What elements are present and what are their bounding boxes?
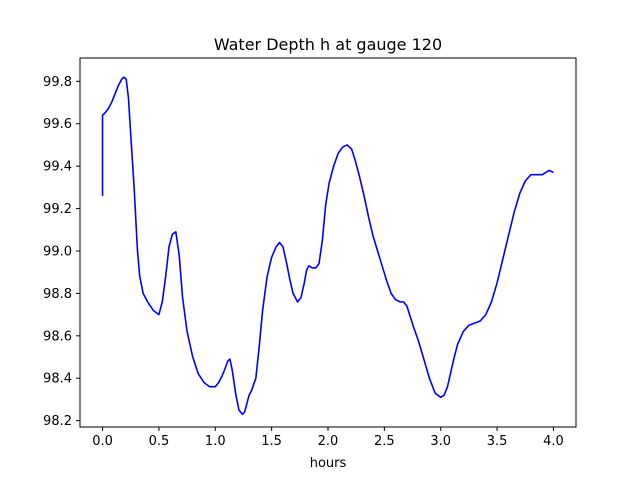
y-tick-label: 98.8: [43, 287, 72, 302]
x-tick-label: 1.5: [261, 434, 282, 449]
x-tick-label: 2.0: [318, 434, 339, 449]
x-tick-label: 1.0: [205, 434, 226, 449]
y-axis: 98.2 98.4 98.6 98.8 99.0 99.2 99.4 99.6 99.8: [43, 75, 80, 429]
x-tick-label: 0.5: [149, 434, 170, 449]
y-tick-label: 98.6: [43, 329, 72, 344]
y-tick-label: 99.4: [43, 160, 72, 175]
y-tick-label: 99.2: [43, 202, 72, 217]
y-tick-label: 99.8: [43, 75, 72, 90]
chart-title: Water Depth h at gauge 120: [214, 35, 442, 54]
y-tick-label: 99.0: [43, 244, 72, 259]
x-tick-label: 4.0: [543, 434, 564, 449]
x-axis-label: hours: [310, 456, 347, 471]
plot-area: [79, 57, 577, 428]
x-tick-label: 0.0: [92, 434, 113, 449]
y-tick-label: 99.6: [43, 117, 72, 132]
x-tick-label: 3.0: [430, 434, 451, 449]
x-tick-label: 3.5: [487, 434, 508, 449]
y-tick-label: 98.4: [43, 372, 72, 387]
y-tick-label: 98.2: [43, 414, 72, 429]
x-axis: 0.0 0.5 1.0 1.5 2.0 2.5 3.0 3.5 4.0: [92, 427, 564, 449]
series-line: [101, 76, 554, 416]
plot-frame: [79, 57, 577, 428]
x-tick-label: 2.5: [374, 434, 395, 449]
